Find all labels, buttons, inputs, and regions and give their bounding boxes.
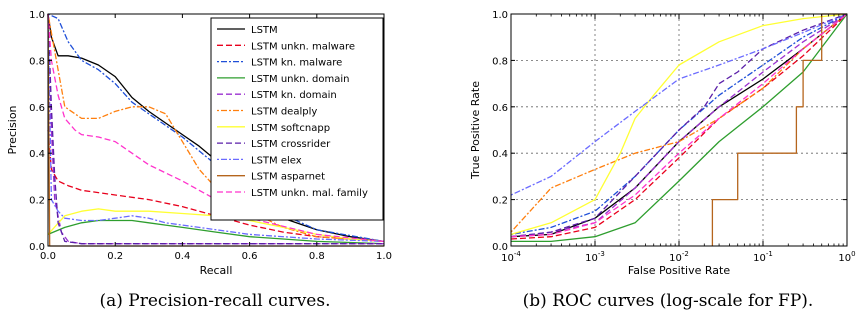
y-tick-label: 0.8 bbox=[29, 56, 45, 67]
x-tick-label: 10-4 bbox=[501, 250, 521, 264]
series-line-11 bbox=[510, 13, 848, 238]
legend-label: LSTM bbox=[251, 25, 278, 36]
legend-label: LSTM kn. malware bbox=[251, 58, 342, 69]
caption-left: (a) Precision-recall curves. bbox=[100, 291, 331, 311]
x-axis-label: Recall bbox=[200, 264, 233, 277]
y-axis-label: True Positive Rate bbox=[469, 81, 482, 180]
y-axis-label: Precision bbox=[6, 105, 19, 154]
x-tick-label: 10-1 bbox=[753, 250, 773, 264]
x-tick-label: 10-2 bbox=[669, 250, 689, 264]
series-line-4 bbox=[47, 219, 385, 245]
y-tick-label: 0.0 bbox=[492, 242, 508, 253]
legend: LSTM LSTM unkn. malware LSTM kn. malware LS… bbox=[210, 17, 384, 221]
chart-2: 0.0 0.2 0.4 0.6 0.8 1.0 10-4 10-3 10-2 10-1 100 Fal… bbox=[469, 10, 856, 277]
y-tick-label: 0.6 bbox=[29, 103, 45, 114]
x-tick-label: 0.8 bbox=[309, 251, 325, 262]
series-line-10 bbox=[711, 13, 847, 246]
series-line-11 bbox=[47, 13, 385, 243]
y-tick-label: 1.0 bbox=[492, 10, 508, 21]
x-tick-label: 100 bbox=[838, 250, 855, 264]
y-tick-label: 0.4 bbox=[492, 149, 508, 160]
series-line-9 bbox=[510, 13, 848, 196]
caption-right: (b) ROC curves (log-scale for FP). bbox=[523, 291, 814, 311]
legend-label: LSTM kn. domain bbox=[251, 90, 337, 101]
y-tick-label: 0.4 bbox=[29, 149, 45, 160]
legend-label: LSTM unkn. malware bbox=[251, 41, 355, 52]
series-line-2 bbox=[47, 129, 385, 243]
y-tick-label: 0.2 bbox=[29, 196, 45, 207]
x-tick-label: 0.2 bbox=[107, 251, 123, 262]
y-tick-label: 0.0 bbox=[29, 242, 45, 253]
legend-label: LSTM dealply bbox=[251, 107, 317, 118]
series-line-9 bbox=[47, 13, 385, 243]
series-line-2 bbox=[510, 13, 848, 240]
series-line-7 bbox=[510, 13, 848, 236]
series-line-6 bbox=[47, 13, 385, 243]
chart-1: 0.0 0.2 0.4 0.6 0.8 1.0 0.0 0.2 0.4 0.6 0.8 1.0 Reca… bbox=[6, 10, 392, 277]
series-line-8 bbox=[47, 13, 384, 245]
x-tick-label: 0.4 bbox=[174, 251, 190, 262]
y-tick-label: 0.2 bbox=[492, 196, 508, 207]
y-tick-label: 0.8 bbox=[492, 56, 508, 67]
x-axis-label: False Positive Rate bbox=[628, 264, 730, 277]
legend-label: LSTM unkn. domain bbox=[251, 74, 349, 85]
legend-label: LSTM crossrider bbox=[251, 139, 331, 150]
legend-label: LSTM unkn. mal. family bbox=[251, 188, 368, 199]
x-tick-label: 0.6 bbox=[242, 251, 258, 262]
legend-label: LSTM elex bbox=[251, 155, 302, 166]
legend-label: LSTM asparnet bbox=[251, 172, 325, 183]
y-tick-label: 0.6 bbox=[492, 103, 508, 114]
x-tick-label: 0.0 bbox=[40, 251, 56, 262]
legend-box bbox=[210, 17, 384, 221]
x-tick-label: 10-3 bbox=[585, 250, 605, 264]
y-tick-label: 1.0 bbox=[29, 10, 45, 21]
series-line-6 bbox=[510, 13, 848, 233]
series-line-4 bbox=[511, 13, 848, 243]
series-line-5 bbox=[510, 13, 848, 238]
plot-frame bbox=[47, 13, 385, 247]
x-tick-label: 1.0 bbox=[376, 251, 392, 262]
legend-label: LSTM softcnapp bbox=[251, 123, 330, 134]
